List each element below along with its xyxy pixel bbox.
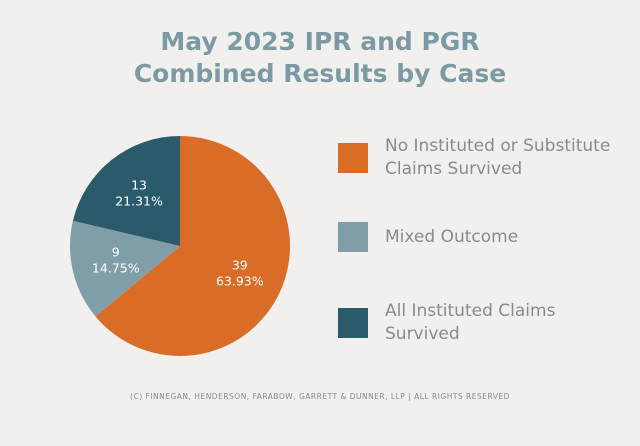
slice-percent-label: 63.93% <box>216 273 264 288</box>
slice-percent-label: 21.31% <box>115 194 163 209</box>
legend-item: Mixed Outcome <box>338 222 635 252</box>
slice-percent-label: 14.75% <box>92 261 140 276</box>
pie-slice <box>72 136 180 246</box>
legend-label: Mixed Outcome <box>385 226 519 247</box>
pie-slice <box>95 136 291 356</box>
legend-label: No Instituted or Substitute Claims Survi… <box>385 136 611 179</box>
legend-label: All Instituted Claims Survived <box>385 301 556 344</box>
legend-swatch <box>338 222 368 252</box>
pie-slice <box>69 220 180 317</box>
legend-swatch <box>338 308 368 338</box>
legend-item: No Instituted or Substitute Claims Survi… <box>338 135 635 181</box>
footer: (C) FINNEGAN, HENDERSON, FARABOW, GARRET… <box>130 392 510 401</box>
slice-count-label: 13 <box>131 178 147 193</box>
legend-item: All Instituted Claims Survived <box>338 300 635 346</box>
legend-swatch <box>338 143 368 173</box>
slice-count-label: 39 <box>232 257 248 272</box>
chart-title: May 2023 IPR and PGR Combined Results by… <box>133 27 507 88</box>
slice-count-label: 9 <box>112 245 120 260</box>
